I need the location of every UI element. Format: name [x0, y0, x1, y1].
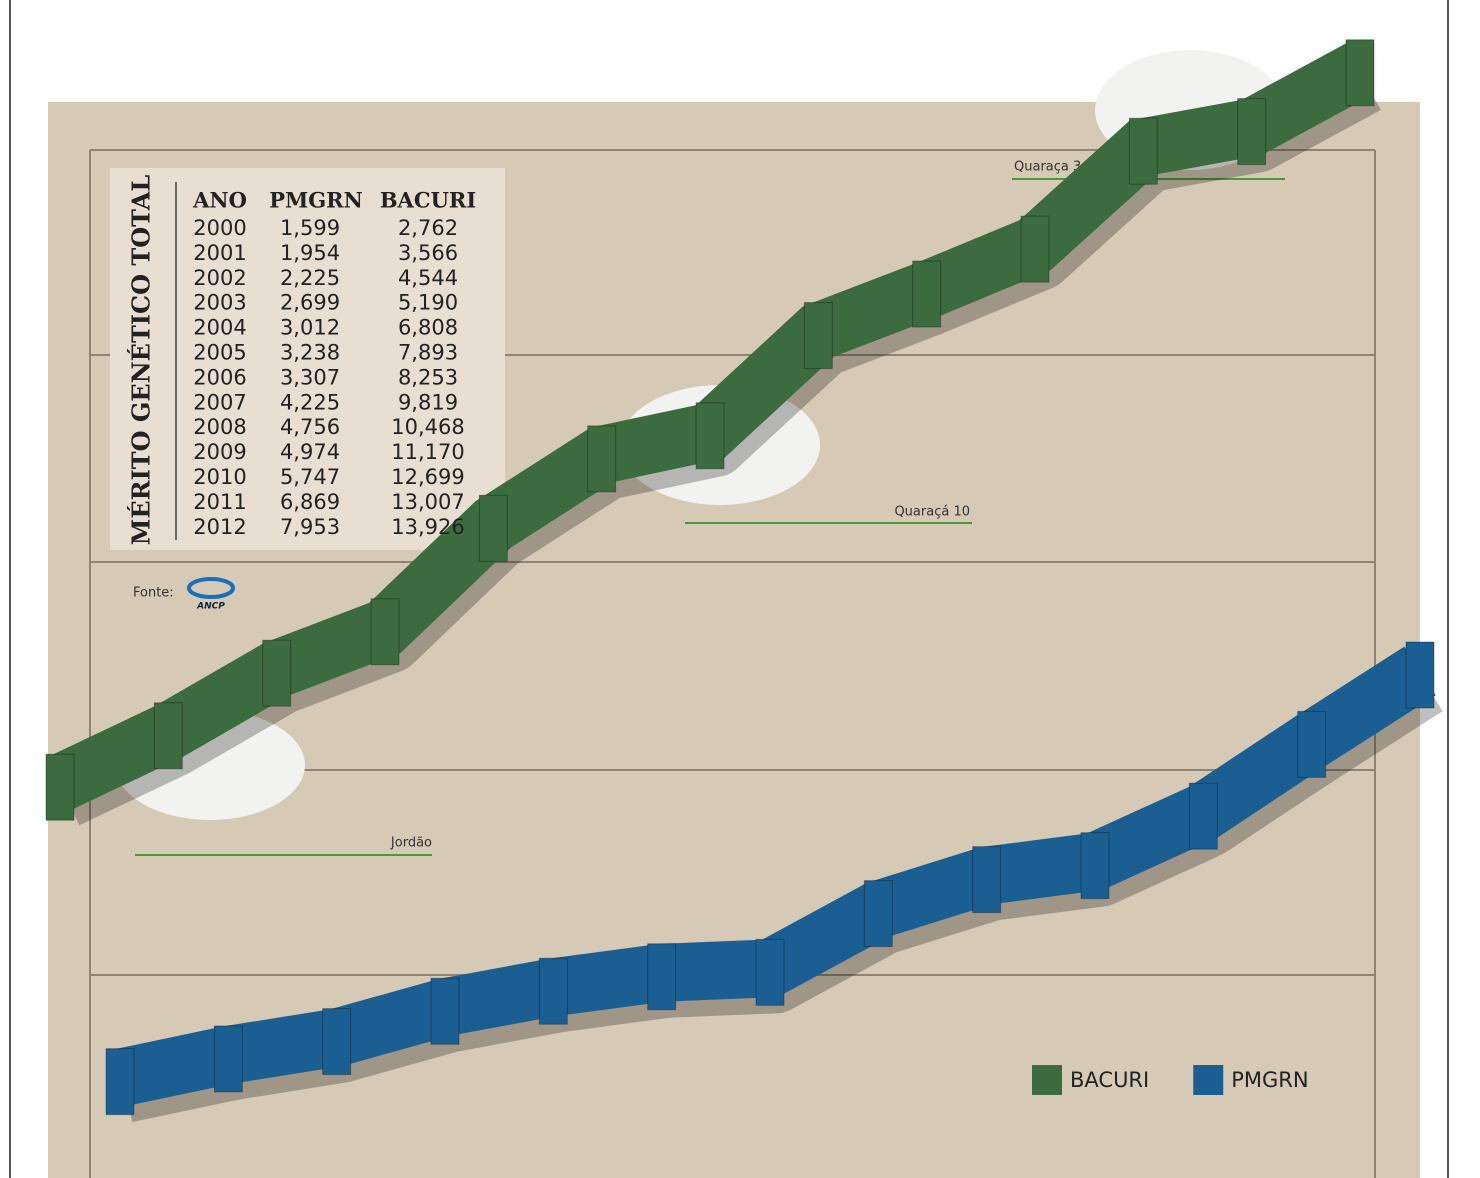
step	[913, 261, 941, 327]
table-cell: 6,808	[398, 316, 458, 340]
table-cell: 7,893	[398, 341, 458, 365]
step	[539, 958, 567, 1024]
table-cell: 9,819	[398, 390, 458, 414]
table-cell: 2,762	[398, 216, 458, 240]
step	[106, 1049, 134, 1115]
step	[1081, 833, 1109, 899]
source-name: ANCP	[196, 602, 225, 612]
table-cell: 2004	[193, 316, 246, 340]
table-cell: 7,953	[280, 515, 340, 539]
step	[588, 426, 616, 492]
step	[973, 847, 1001, 913]
table-cell: 2,225	[280, 266, 340, 290]
table-cell: 4,225	[280, 390, 340, 414]
legend-swatch	[1032, 1065, 1062, 1095]
table-cell: 1,954	[280, 241, 340, 265]
step	[479, 495, 507, 561]
table-cell: 4,974	[280, 440, 340, 464]
table-cell: 2000	[193, 216, 246, 240]
step	[864, 881, 892, 947]
table-cell: 2011	[193, 490, 246, 514]
step	[371, 599, 399, 665]
table-cell: 10,468	[391, 415, 464, 439]
step	[1238, 99, 1266, 165]
legend-label: BACURI	[1070, 1068, 1149, 1092]
step	[648, 944, 676, 1010]
annotation: Quaraçá 10	[894, 505, 970, 520]
step	[46, 754, 74, 820]
table-cell: 2009	[193, 440, 246, 464]
table-cell: 2002	[193, 266, 246, 290]
table-cell: 5,747	[280, 465, 340, 489]
step	[1129, 118, 1157, 184]
table-cell: 5,190	[398, 291, 458, 315]
step	[804, 303, 832, 369]
table-cell: 2005	[193, 341, 246, 365]
step	[696, 403, 724, 469]
step	[154, 703, 182, 769]
table-cell: 2012	[193, 515, 246, 539]
table-header: PMGRN	[269, 188, 363, 213]
step	[1406, 642, 1434, 708]
table-cell: 3,012	[280, 316, 340, 340]
table-cell: 2003	[193, 291, 246, 315]
step	[431, 978, 459, 1044]
legend-label: PMGRN	[1231, 1068, 1308, 1092]
table-cell: 3,566	[398, 241, 458, 265]
table-cell: 1,599	[280, 216, 340, 240]
source-label: Fonte:	[133, 586, 174, 601]
table-cell: 4,756	[280, 415, 340, 439]
step	[323, 1009, 351, 1075]
table-cell: 2010	[193, 465, 246, 489]
table-cell: 12,699	[391, 465, 464, 489]
table-cell: 2006	[193, 365, 246, 389]
table-cell: 3,307	[280, 365, 340, 389]
step	[1021, 216, 1049, 282]
table-cell: 11,170	[391, 440, 464, 464]
step	[214, 1026, 242, 1092]
table-cell: 2007	[193, 390, 246, 414]
table-title: MÉRITO GENÉTICO TOTAL	[127, 175, 156, 546]
table-header: BACURI	[380, 188, 476, 213]
chart: MÉRITO GENÉTICO TOTAL ANO PMGRN BACURI F…	[0, 0, 1480, 1178]
table-cell: 8,253	[398, 365, 458, 389]
step	[263, 640, 291, 706]
table-cell: 13,926	[391, 515, 464, 539]
table-cell: 13,007	[391, 490, 464, 514]
step	[1298, 711, 1326, 777]
legend-swatch	[1193, 1065, 1223, 1095]
table-cell: 4,544	[398, 266, 458, 290]
step	[1346, 40, 1374, 106]
table-header: ANO	[192, 188, 247, 213]
table-cell: 6,869	[280, 490, 340, 514]
table-cell: 3,238	[280, 341, 340, 365]
step	[756, 939, 784, 1005]
annotation: Jordão	[390, 836, 432, 851]
table-cell: 2,699	[280, 291, 340, 315]
table-cell: 2001	[193, 241, 246, 265]
table-cell: 2008	[193, 415, 246, 439]
step	[1189, 783, 1217, 849]
